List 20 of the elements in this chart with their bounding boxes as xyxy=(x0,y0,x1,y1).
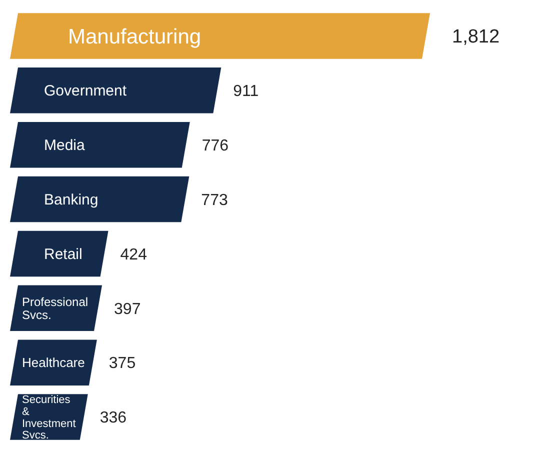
y-tick-label: Manufacturing xyxy=(68,25,202,48)
data-label: 1,812 xyxy=(452,26,500,48)
data-label: 911 xyxy=(233,82,259,100)
bar xyxy=(10,13,430,59)
bar xyxy=(10,122,190,168)
data-label: 375 xyxy=(108,355,136,372)
y-tick-label: Retail xyxy=(44,246,82,263)
y-tick-label: Government xyxy=(44,82,128,100)
data-label: 776 xyxy=(202,137,229,154)
y-tick-label: Healthcare xyxy=(22,355,85,370)
y-tick-label: Banking xyxy=(44,192,98,209)
y-tick-label: Media xyxy=(44,137,86,154)
data-label: 424 xyxy=(120,246,148,264)
data-label: 397 xyxy=(114,300,141,318)
data-label: 773 xyxy=(201,192,228,209)
bar xyxy=(10,68,222,114)
y-tick-label: Securities & Investment Svcs. xyxy=(22,394,76,442)
bar xyxy=(10,176,190,222)
data-label: 336 xyxy=(100,410,127,427)
y-tick-label: Professional Svcs. xyxy=(22,294,88,322)
